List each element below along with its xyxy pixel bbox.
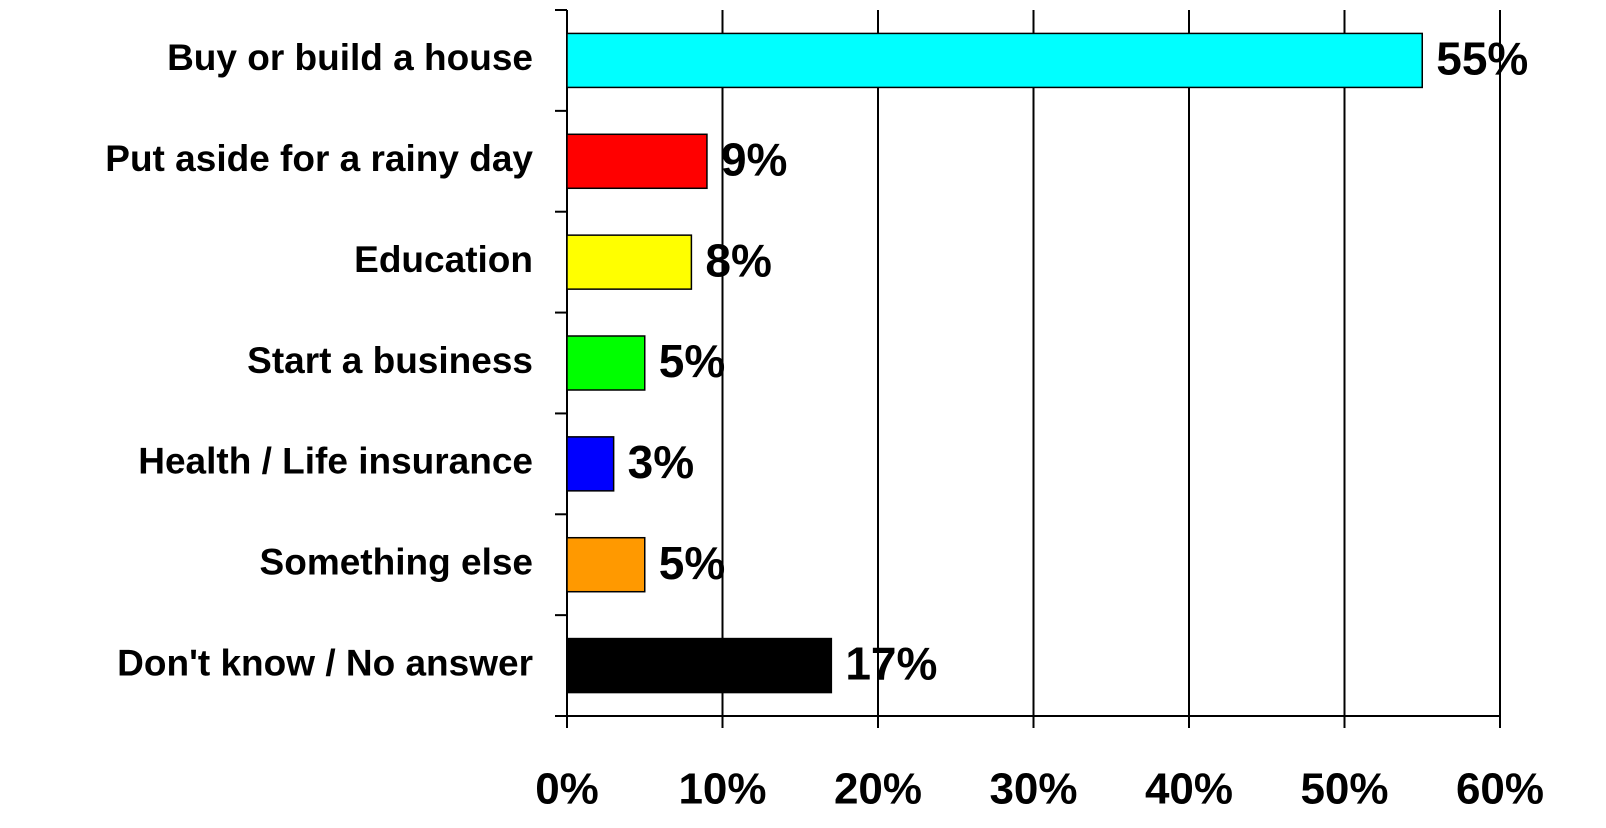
y-tick-label: Put aside for a rainy day [105,138,533,179]
value-label: 17% [845,638,937,690]
bar [566,133,708,190]
bar [566,536,646,593]
y-tick-label: Health / Life insurance [138,441,533,482]
y-tick-label: Something else [260,541,533,582]
y-tick-label: Education [354,239,533,280]
x-tick-label: 0% [535,765,599,814]
x-tick-label: 60% [1456,765,1544,814]
x-tick-label: 30% [989,765,1077,814]
x-tick-label: 20% [834,765,922,814]
bar [566,637,833,694]
bar [566,234,693,290]
bar [566,436,615,492]
bar [566,32,1423,89]
x-tick-label: 50% [1300,765,1388,814]
y-tick-label: Start a business [247,340,533,381]
value-label: 5% [659,537,725,589]
value-label: 3% [628,436,694,488]
value-label: 5% [659,335,725,387]
bar [566,335,646,391]
x-tick-label: 10% [678,765,766,814]
value-label: 9% [721,133,787,185]
y-tick-label: Buy or build a house [167,37,533,78]
value-label: 8% [705,234,771,286]
x-tick-label: 40% [1145,765,1233,814]
value-label: 55% [1436,33,1528,85]
y-tick-label: Don't know / No answer [117,642,533,683]
